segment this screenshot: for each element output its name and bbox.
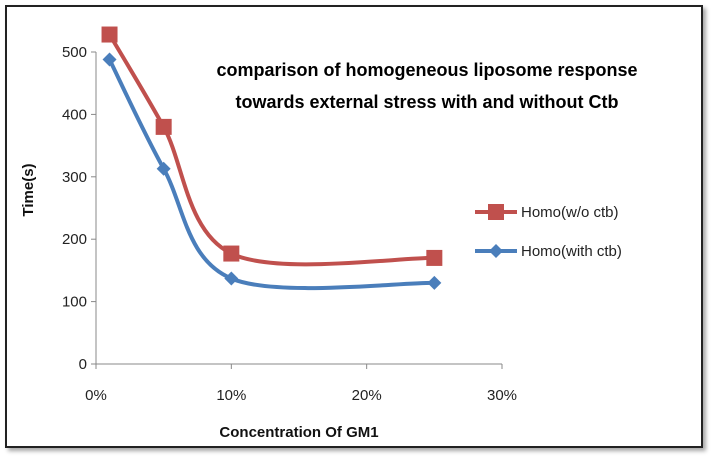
y-tick-label: 100 xyxy=(62,294,87,311)
y-tick-label: 400 xyxy=(62,106,87,123)
legend-item-1: Homo(w/o ctb) xyxy=(475,204,619,221)
legend-item-2: Homo(with ctb) xyxy=(475,243,622,260)
legend-marker xyxy=(489,244,503,258)
data-point xyxy=(101,26,118,43)
y-axis-title: Time(s) xyxy=(20,163,37,216)
x-tick-label: 20% xyxy=(352,387,382,404)
chart-title-line-1: comparison of homogeneous liposome respo… xyxy=(216,60,637,80)
legend-marker xyxy=(488,204,504,220)
y-tick-label: 300 xyxy=(62,169,87,186)
legend-label: Homo(w/o ctb) xyxy=(521,204,619,221)
x-axis-title: Concentration Of GM1 xyxy=(219,424,378,441)
x-tick-label: 10% xyxy=(216,387,246,404)
data-point xyxy=(426,249,443,266)
y-tick-label: 500 xyxy=(62,44,87,61)
x-tick-label: 30% xyxy=(487,387,517,404)
data-point xyxy=(427,275,442,290)
data-point xyxy=(156,161,171,176)
axes: 0 100 200 300 400 500 0% 10% 20% 30% xyxy=(62,44,517,404)
chart-frame xyxy=(5,5,703,448)
series-1 xyxy=(101,26,443,267)
series-line xyxy=(107,33,435,267)
data-point xyxy=(224,271,239,286)
data-point xyxy=(102,52,117,67)
series-line xyxy=(107,58,435,291)
legend-label: Homo(with ctb) xyxy=(521,243,622,260)
data-point xyxy=(155,118,172,135)
series-2 xyxy=(102,52,442,291)
y-tick-label: 0 xyxy=(79,356,87,373)
x-tick-label: 0% xyxy=(85,387,107,404)
data-point xyxy=(223,245,240,262)
chart-title-line-2: towards external stress with and without… xyxy=(235,92,618,112)
legend: Homo(w/o ctb) Homo(with ctb) xyxy=(475,204,622,260)
y-tick-label: 200 xyxy=(62,231,87,248)
series-layer xyxy=(101,26,443,291)
